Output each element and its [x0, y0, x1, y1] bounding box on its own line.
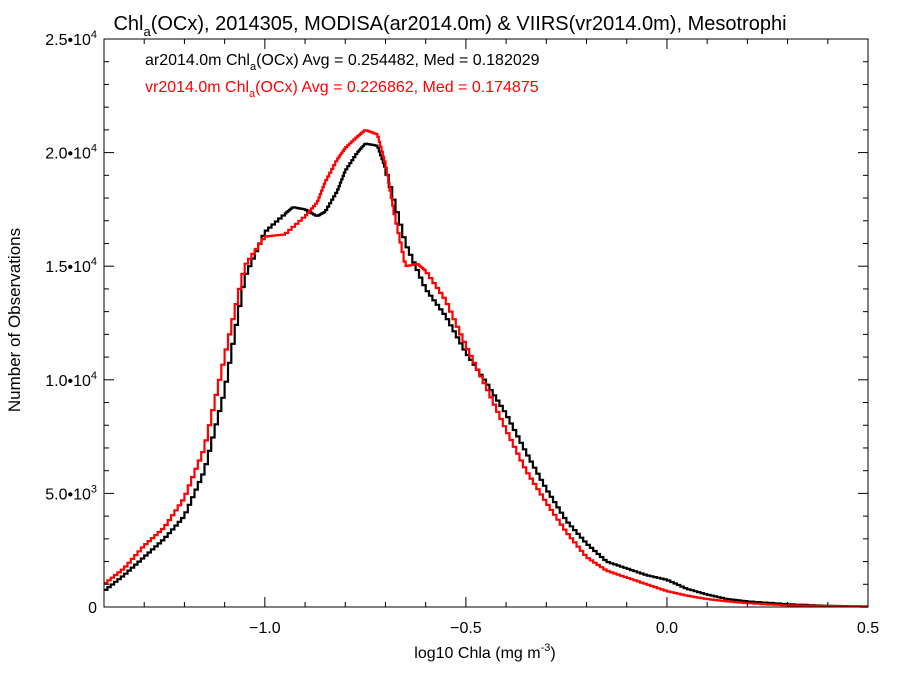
annotation-post: (OCx) Avg = 0.254482, Med = 0.182029	[256, 52, 540, 69]
y-tick-label-exponent: 4	[91, 256, 97, 268]
x-tick-label: −0.5	[450, 620, 482, 637]
annotation-post: (OCx) Avg = 0.226862, Med = 0.174875	[255, 79, 539, 96]
annotation-line-1: vr2014.0m Chla(OCx) Avg = 0.226862, Med …	[145, 79, 539, 100]
y-tick-label: 2.5•104	[45, 29, 97, 49]
chart-title: Chla(OCx), 2014305, MODISA(ar2014.0m) & …	[113, 13, 786, 39]
series-0-line	[104, 142, 868, 608]
annotations: ar2014.0m Chla(OCx) Avg = 0.254482, Med …	[145, 52, 540, 100]
y-tick-label-exponent: 4	[91, 370, 97, 382]
y-tick-label-exponent: 4	[91, 143, 97, 155]
chart-title-sub: a	[143, 24, 151, 39]
x-tick-label: −1.0	[249, 620, 281, 637]
x-axis-label-pre: log10 Chla (mg m	[414, 645, 540, 662]
x-axis-label-sup: -3	[541, 642, 551, 654]
plot-frame	[103, 38, 869, 608]
y-tick-label: 5.0•103	[45, 483, 97, 503]
series-layer	[104, 129, 868, 608]
y-tick-label: 0	[88, 600, 97, 617]
chart-title-pre: Chl	[113, 13, 143, 35]
series-1-line	[104, 129, 868, 608]
y-tick-label-mantissa: 5.0•10	[45, 486, 91, 503]
x-axis-label: log10 Chla (mg m-3)	[414, 642, 555, 662]
annotation-sub: a	[249, 88, 256, 100]
y-tick-label-mantissa: 0	[88, 600, 97, 617]
x-axis-label-post: )	[550, 645, 555, 662]
annotation-line-0: ar2014.0m Chla(OCx) Avg = 0.254482, Med …	[145, 52, 540, 73]
y-tick-label: 1.0•104	[45, 370, 97, 390]
annotation-pre: vr2014.0m Chl	[145, 79, 249, 96]
y-tick-label-mantissa: 2.5•10	[45, 32, 91, 49]
y-tick-label-mantissa: 1.0•10	[45, 373, 91, 390]
y-tick-label-exponent: 3	[91, 483, 97, 495]
y-axis-label: Number of Observations	[5, 228, 24, 412]
y-tick-label-exponent: 4	[91, 29, 97, 41]
x-tick-label: 0.5	[857, 620, 879, 637]
y-tick-label: 1.5•104	[45, 256, 97, 276]
y-tick-label: 2.0•104	[45, 143, 97, 163]
annotation-sub: a	[250, 61, 257, 73]
x-tick-label: 0.0	[656, 620, 678, 637]
annotation-pre: ar2014.0m Chl	[145, 52, 250, 69]
chart-title-post: (OCx), 2014305, MODISA(ar2014.0m) & VIIR…	[151, 13, 787, 35]
ticks-layer: −1.0 −0.5 0.0 0.505.0•1031.0•1041.5•1042.0•…	[45, 29, 879, 637]
y-tick-label-mantissa: 1.5•10	[45, 259, 91, 276]
y-tick-label-mantissa: 2.0•10	[45, 146, 91, 163]
